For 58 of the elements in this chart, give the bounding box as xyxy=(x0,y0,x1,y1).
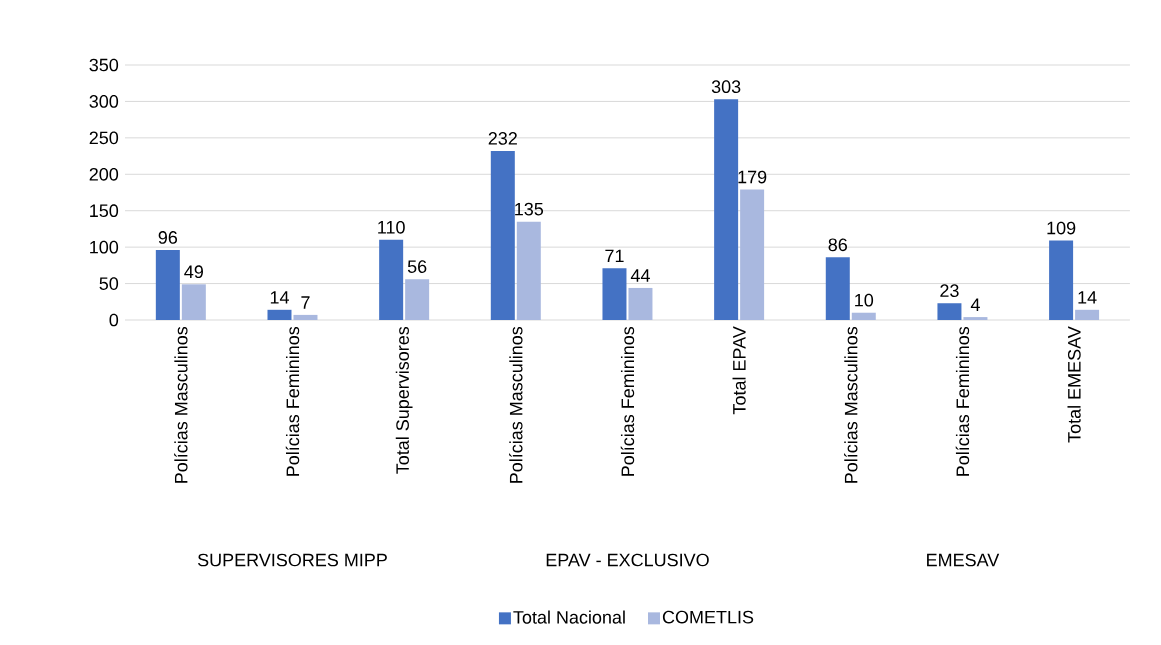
y-tick-label: 250 xyxy=(89,131,119,145)
bar xyxy=(490,150,515,320)
x-tick-label: Polícias Femininos xyxy=(955,326,970,476)
x-tick-label: Polícias Masculinos xyxy=(844,326,858,483)
data-label: 96 xyxy=(158,231,178,244)
x-tick-label: Total Supervisores xyxy=(395,326,413,474)
x-tick-label: Polícias Femininos xyxy=(285,326,300,476)
data-label: 86 xyxy=(828,238,847,252)
data-label: 4 xyxy=(970,298,980,311)
bar xyxy=(379,239,404,320)
bar xyxy=(825,257,850,320)
x-tick-label: Polícias Masculinos xyxy=(509,326,523,483)
x-tick-label: Polícias Masculinos xyxy=(174,326,188,483)
x-tick-label: Total EPAV xyxy=(732,326,746,415)
y-tick-label: 100 xyxy=(90,240,119,254)
data-label: 303 xyxy=(711,80,741,94)
data-label: 14 xyxy=(270,291,289,304)
text: SUPERVISORES MIPP xyxy=(197,553,387,567)
legend-label: COMETLIS xyxy=(662,610,754,624)
data-label: 109 xyxy=(1047,221,1076,235)
x-tick-label: Total EMESAV xyxy=(1067,326,1081,443)
data-label: 14 xyxy=(1078,291,1097,304)
text: EMESAV xyxy=(927,553,1000,567)
data-label: 10 xyxy=(855,293,874,307)
bar xyxy=(851,312,876,320)
legend-label: Total Nacional xyxy=(513,610,625,624)
text: EPAV - EXCLUSIVO xyxy=(546,553,709,567)
x-tick-label: Polícias Femininos xyxy=(620,326,635,476)
y-tick-label: 300 xyxy=(89,95,119,108)
y-tick-label: 350 xyxy=(89,58,119,72)
bar xyxy=(293,314,318,320)
bar xyxy=(963,317,988,320)
y-tick-label: 200 xyxy=(89,167,119,181)
bar xyxy=(181,284,206,320)
y-tick-label: 0 xyxy=(109,313,119,327)
data-label: 7 xyxy=(301,296,310,309)
data-label: 56 xyxy=(407,260,427,273)
data-label: 179 xyxy=(738,170,767,184)
bar xyxy=(267,309,292,320)
y-tick-label: 50 xyxy=(99,277,119,290)
bar xyxy=(516,221,541,320)
bar xyxy=(740,189,765,320)
data-label: 71 xyxy=(605,249,624,263)
bar xyxy=(714,99,739,320)
data-label: 232 xyxy=(488,132,517,145)
data-label: 110 xyxy=(378,220,405,234)
bar xyxy=(628,287,653,320)
data-label: 135 xyxy=(515,202,544,216)
bar xyxy=(405,279,430,320)
data-label: 49 xyxy=(184,265,203,279)
data-label: 23 xyxy=(940,284,959,298)
bar xyxy=(155,250,180,320)
y-tick-label: 150 xyxy=(90,204,119,218)
bar xyxy=(602,268,627,320)
bar xyxy=(1049,240,1074,320)
data-label: 44 xyxy=(630,269,650,282)
bar xyxy=(937,303,962,320)
bar xyxy=(1075,309,1100,320)
